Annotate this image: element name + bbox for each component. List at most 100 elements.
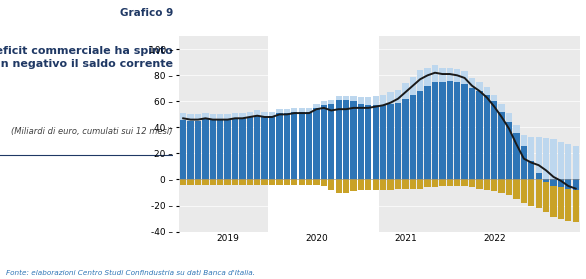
Bar <box>336 179 342 193</box>
Bar <box>483 179 490 190</box>
Bar <box>550 186 557 217</box>
Bar <box>461 179 468 186</box>
Bar <box>454 69 461 82</box>
Bar <box>291 179 298 185</box>
Bar <box>224 120 231 179</box>
Bar <box>528 136 534 161</box>
Bar <box>521 135 527 146</box>
Bar <box>188 114 194 121</box>
Bar <box>202 118 209 179</box>
Text: (Miliardi di euro, cumulati sui 12 mesi): (Miliardi di euro, cumulati sui 12 mesi) <box>11 127 173 136</box>
Bar <box>358 179 364 190</box>
Bar <box>550 139 557 179</box>
Bar <box>424 68 431 86</box>
Bar <box>261 112 268 117</box>
Bar <box>387 104 394 179</box>
Text: Grafico 9: Grafico 9 <box>120 8 173 18</box>
Bar <box>499 179 505 193</box>
Bar <box>306 112 312 179</box>
Bar <box>447 81 453 179</box>
Bar <box>521 146 527 179</box>
Bar <box>461 71 468 85</box>
Bar <box>410 179 416 189</box>
Bar <box>314 104 319 108</box>
Bar <box>513 179 520 199</box>
Bar <box>210 120 216 179</box>
Bar <box>365 105 372 179</box>
Bar <box>373 105 379 179</box>
Bar <box>558 187 564 218</box>
Bar <box>521 179 527 203</box>
Bar <box>321 105 327 179</box>
Bar <box>336 96 342 100</box>
Bar <box>365 179 372 190</box>
Bar <box>328 104 335 179</box>
Bar <box>432 179 438 187</box>
Bar <box>528 161 534 179</box>
Bar <box>232 179 238 185</box>
Bar <box>491 95 498 101</box>
Bar <box>506 113 512 122</box>
Bar <box>180 179 186 185</box>
Bar <box>217 179 223 185</box>
Bar <box>232 113 238 118</box>
Bar <box>314 179 319 185</box>
Bar <box>469 78 475 88</box>
Bar <box>217 120 223 179</box>
Bar <box>536 179 542 208</box>
Bar <box>550 179 557 186</box>
Bar <box>395 90 401 103</box>
Bar <box>224 114 231 120</box>
Bar <box>476 82 482 91</box>
Bar <box>358 97 364 104</box>
Bar <box>380 179 386 190</box>
Bar <box>343 96 349 100</box>
Bar <box>277 109 282 113</box>
Bar <box>440 179 445 186</box>
Bar <box>365 97 372 105</box>
Bar <box>447 179 453 186</box>
Bar <box>506 122 512 179</box>
Bar <box>321 101 327 105</box>
Bar <box>306 108 312 112</box>
Bar <box>298 179 305 185</box>
Bar <box>298 108 305 112</box>
Bar <box>417 91 423 179</box>
Bar <box>536 173 542 179</box>
Bar <box>573 190 579 222</box>
Bar <box>179 36 268 232</box>
Bar <box>373 179 379 190</box>
Bar <box>528 179 534 206</box>
Bar <box>291 108 298 112</box>
Bar <box>440 82 445 179</box>
Bar <box>387 92 394 104</box>
Bar <box>350 96 357 101</box>
Bar <box>491 179 498 191</box>
Bar <box>543 138 549 179</box>
Bar <box>350 179 357 191</box>
Bar <box>402 179 408 189</box>
Bar <box>499 104 505 112</box>
Bar <box>565 189 571 221</box>
Bar <box>410 95 416 179</box>
Bar <box>513 125 520 133</box>
Bar <box>188 179 194 185</box>
Bar <box>328 179 335 190</box>
Bar <box>447 68 453 81</box>
Bar <box>284 113 290 179</box>
Bar <box>373 96 379 105</box>
Bar <box>277 179 282 185</box>
Bar <box>180 113 186 120</box>
Bar <box>254 110 260 116</box>
Bar <box>195 121 201 179</box>
Bar <box>321 179 327 186</box>
Text: Fonte: elaborazioni Centro Studi Confindustria su dati Banca d'Italia.: Fonte: elaborazioni Centro Studi Confind… <box>6 270 255 276</box>
Bar <box>277 113 282 179</box>
Bar <box>210 114 216 120</box>
Bar <box>306 179 312 185</box>
Bar <box>247 117 253 179</box>
Legend: Saldo merci, Saldo servizi, Saldo redditi, Saldo conto corrente: Saldo merci, Saldo servizi, Saldo reddit… <box>179 0 480 1</box>
Bar <box>202 179 209 185</box>
Bar <box>558 142 564 179</box>
Bar <box>291 112 298 179</box>
